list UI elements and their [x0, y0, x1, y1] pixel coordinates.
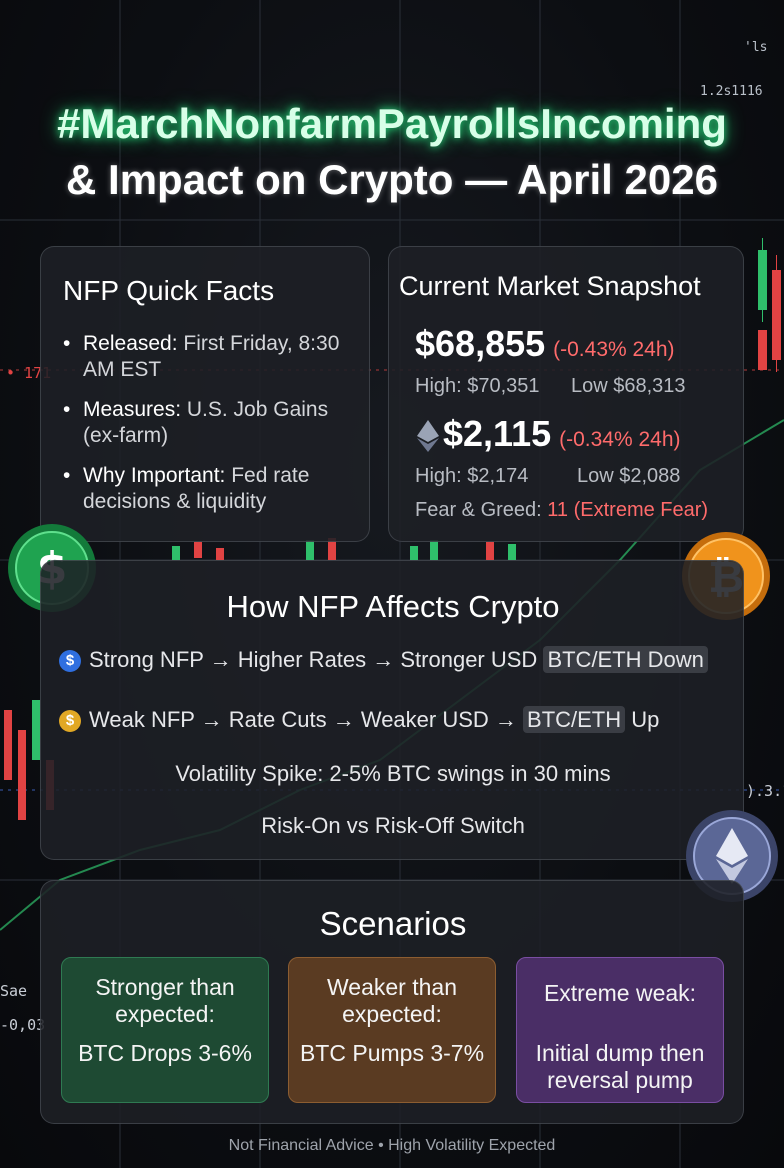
fact-text: Fed rate decisions & liquidity	[83, 464, 310, 513]
ethereum-coin-icon	[686, 810, 778, 902]
background-tick-left: • 171	[6, 364, 52, 382]
background-label-b: -0,03	[0, 1016, 46, 1034]
fact-text: First Friday, 8:30 AM EST	[83, 332, 340, 381]
list-item: Measures: U.S. Job Gains (ex-farm)	[61, 397, 361, 449]
quick-facts-list: Released: First Friday, 8:30 AM EST Meas…	[61, 331, 361, 529]
dollar-icon: $	[59, 650, 81, 672]
eth-low: Low $2,088	[577, 465, 681, 487]
btc-range: High: $70,351 Low $68,313	[415, 375, 686, 398]
market-snapshot-title: Current Market Snapshot	[399, 271, 701, 301]
eth-high: High: $2,174	[415, 465, 529, 487]
weak-nfp-text: Weak NFP → Rate Cuts → Weaker USD →	[89, 707, 524, 732]
scenario-outcome: BTC Drops 3-6%	[78, 1040, 252, 1066]
strong-nfp-result: BTC/ETH Down	[543, 646, 708, 673]
eth-price: $2,115	[443, 413, 552, 454]
strong-nfp-row: $ Strong NFP → Higher Rates → Stronger US…	[59, 646, 708, 673]
scenario-outcome: BTC Pumps 3-7%	[299, 1040, 485, 1066]
fact-text: U.S. Job Gains (ex-farm)	[83, 398, 329, 447]
scenario-card-stronger: Stronger than expected: BTC Drops 3-6%	[61, 957, 269, 1103]
btc-low: Low $68,313	[571, 375, 686, 397]
candles-right	[758, 238, 781, 372]
fear-greed-value: 11 (Extreme Fear)	[547, 499, 709, 521]
weak-nfp-pill: BTC/ETH	[523, 706, 626, 733]
list-item: Why Important: Fed rate decisions & liqu…	[61, 463, 361, 515]
weak-nfp-row: $ Weak NFP → Rate Cuts → Weaker USD → BTC…	[59, 706, 660, 733]
dollar-icon: $	[59, 710, 81, 732]
fact-label: Why Important:	[83, 464, 226, 487]
background-label-a: Sae	[0, 982, 28, 1000]
title-line-2: & Impact on Crypto — April 2026	[66, 156, 718, 203]
strong-nfp-text: Strong NFP → Higher Rates → Stronger USD	[89, 647, 544, 672]
background-tick-a: 'ls	[744, 40, 768, 55]
scenario-card-extreme-weak: Extreme weak: Initial dump then reversal…	[516, 957, 724, 1103]
eth-change: (-0.34% 24h)	[559, 428, 681, 451]
scenario-card-weaker: Weaker than expected: BTC Pumps 3-7%	[288, 957, 496, 1103]
page-title: #MarchNonfarmPayrollsIncoming & Impact o…	[0, 96, 784, 208]
market-snapshot-panel: Current Market Snapshot $68,855 (-0.43% 2…	[388, 246, 744, 542]
scenario-condition: Stronger than expected:	[95, 974, 235, 1027]
nfp-effects-title: How NFP Affects Crypto	[226, 589, 560, 624]
btc-price: $68,855	[415, 323, 546, 364]
scenario-condition: Extreme weak:	[543, 980, 697, 1006]
list-item: Released: First Friday, 8:30 AM EST	[61, 331, 361, 383]
ethereum-icon	[417, 420, 439, 453]
background-tick-right: ).3.1	[746, 782, 784, 800]
nfp-effects-panel: How NFP Affects Crypto $ Strong NFP → Hig…	[40, 560, 744, 860]
btc-price-row: $68,855 (-0.43% 24h)	[415, 323, 675, 365]
eth-price-row: $2,115 (-0.34% 24h)	[417, 413, 681, 455]
quick-facts-title: NFP Quick Facts	[63, 275, 275, 306]
eth-range: High: $2,174 Low $2,088	[415, 465, 680, 488]
disclaimer-footer: Not Financial Advice • High Volatility E…	[228, 1137, 556, 1154]
fact-label: Measures:	[83, 398, 182, 421]
btc-high: High: $70,351	[415, 375, 540, 397]
risk-switch-line: Risk-On vs Risk-Off Switch	[261, 813, 525, 838]
scenarios-panel: Scenarios Stronger than expected: BTC Dr…	[40, 880, 744, 1124]
scenarios-title: Scenarios	[319, 905, 467, 942]
btc-change: (-0.43% 24h)	[553, 338, 675, 361]
scenario-condition: Weaker than expected:	[327, 974, 457, 1027]
fact-label: Released:	[83, 332, 178, 355]
fear-greed-label: Fear & Greed:	[415, 499, 548, 521]
scenario-outcome: Initial dump then reversal pump	[535, 1040, 705, 1093]
candles-mid	[172, 538, 516, 560]
volatility-line: Volatility Spike: 2-5% BTC swings in 30 …	[175, 761, 611, 786]
title-line-1: #MarchNonfarmPayrollsIncoming	[57, 100, 727, 147]
fear-greed-row: Fear & Greed: 11 (Extreme Fear)	[415, 499, 708, 522]
weak-nfp-tail: Up	[625, 707, 660, 732]
background-tick-b: 1.2s1116	[700, 84, 763, 99]
quick-facts-panel: NFP Quick Facts Released: First Friday, …	[40, 246, 370, 542]
